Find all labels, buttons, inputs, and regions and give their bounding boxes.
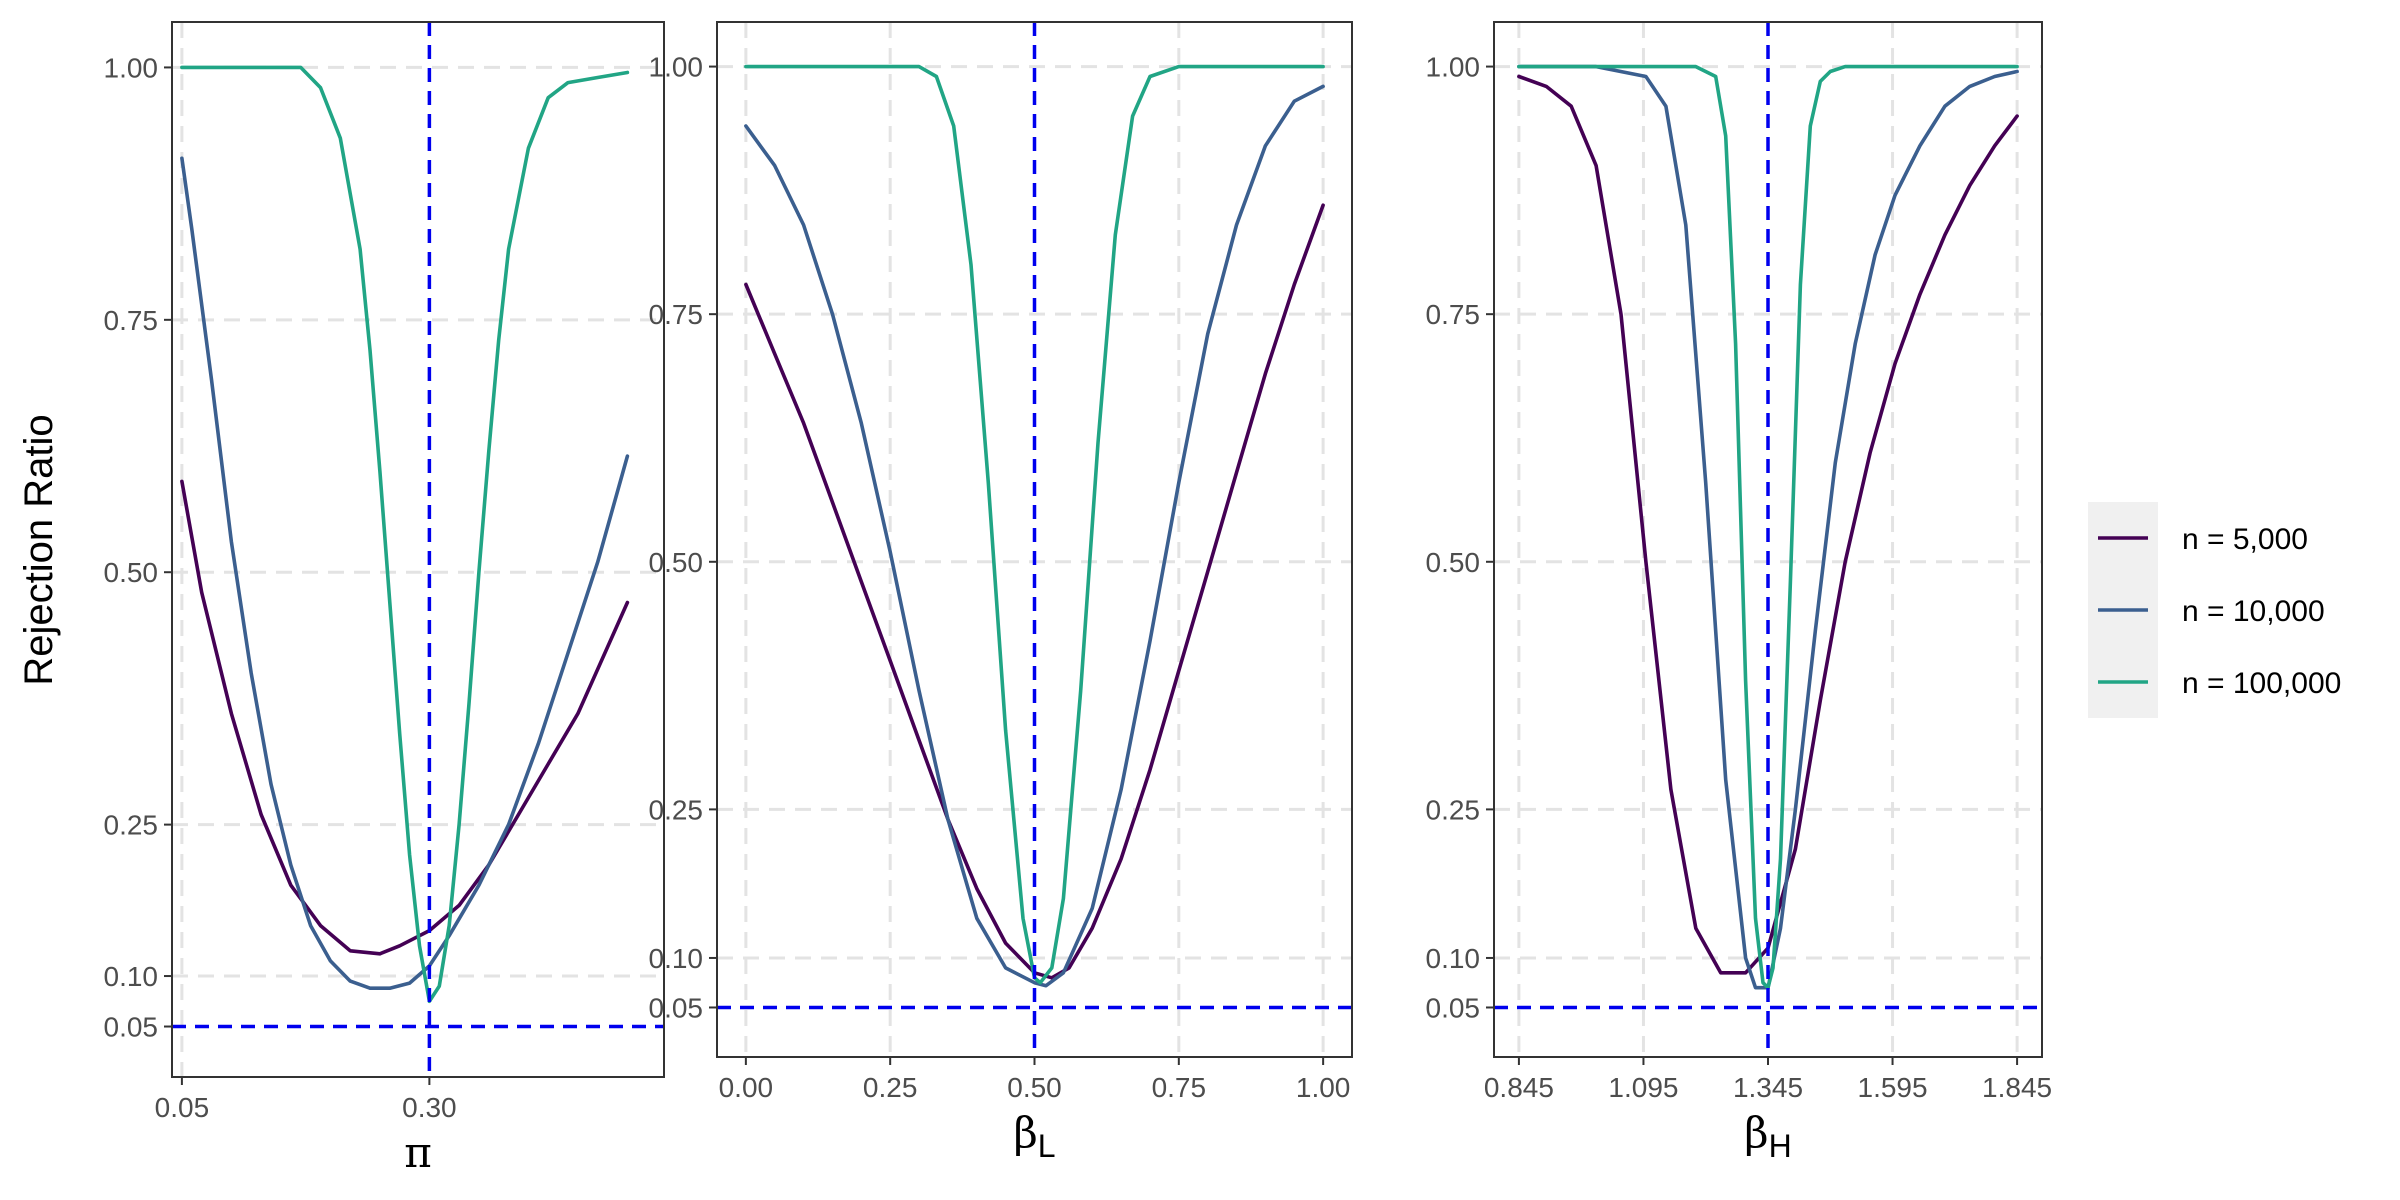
y-tick-label: 0.05 — [649, 992, 704, 1023]
x-axis-symbol: β — [1013, 1108, 1037, 1157]
x-axis-title: βL — [1013, 1108, 1055, 1164]
x-tick-label: 1.345 — [1733, 1072, 1803, 1103]
y-axis-title: Rejection Ratio — [17, 414, 61, 685]
panels: 0.05 0.10 0.25 0.50 0.75 1.00 0.05 0.30 π 0.05 0.1… — [104, 21, 2052, 1177]
series-line-3 — [744, 64, 1325, 985]
y-tick-label: 0.25 — [1426, 794, 1481, 825]
x-tick-label: 0.25 — [863, 1072, 918, 1103]
x-axis-subscript: L — [1038, 1128, 1056, 1164]
x-tick-label: 0.50 — [1007, 1072, 1062, 1103]
x-tick-label: 0.05 — [155, 1092, 210, 1123]
legend-label-2: n = 10,000 — [2182, 595, 2325, 628]
y-tick-label: 0.05 — [1426, 992, 1481, 1023]
legend-label-3: n = 100,000 — [2182, 667, 2341, 700]
y-tick-label: 0.50 — [649, 547, 704, 578]
y-tick-label: 1.00 — [649, 52, 704, 83]
y-tick-label: 0.75 — [104, 305, 159, 336]
series-line-3 — [1517, 64, 2019, 990]
x-tick-label: 1.595 — [1858, 1072, 1928, 1103]
panel-1: 0.05 0.10 0.25 0.50 0.75 1.00 0.05 0.30 π — [104, 21, 665, 1177]
series-line-3 — [180, 65, 630, 1004]
x-tick-label: 0.00 — [719, 1072, 774, 1103]
x-axis-symbol: β — [1744, 1108, 1768, 1157]
y-tick-label: 0.75 — [1426, 299, 1481, 330]
y-tick-label: 0.10 — [104, 961, 159, 992]
series-line-1 — [744, 203, 1325, 980]
x-tick-label: 0.845 — [1484, 1072, 1554, 1103]
panel-3: 0.05 0.10 0.25 0.50 0.75 1.00 0.845 1.095 1.345 1… — [1426, 21, 2052, 1164]
y-tick-label: 0.50 — [1426, 547, 1481, 578]
series-line-2 — [180, 156, 630, 990]
y-tick-label: 0.10 — [649, 943, 704, 974]
y-tick-label: 1.00 — [1426, 52, 1481, 83]
x-axis-title: π — [404, 1128, 432, 1177]
y-tick-label: 1.00 — [104, 52, 159, 83]
x-axis-subscript: H — [1769, 1128, 1792, 1164]
x-tick-label: 1.095 — [1608, 1072, 1678, 1103]
panel-2: 0.05 0.10 0.25 0.50 0.75 1.00 0.00 0.25 0.50 0.75… — [649, 21, 1353, 1164]
x-tick-label: 1.845 — [1982, 1072, 2052, 1103]
legend-label-1: n = 5,000 — [2182, 523, 2308, 556]
x-tick-label: 1.00 — [1296, 1072, 1351, 1103]
x-axis-title: βH — [1744, 1108, 1791, 1164]
panel-border — [716, 21, 1353, 1058]
series-line-1 — [180, 479, 630, 956]
x-axis-symbol: π — [404, 1128, 432, 1177]
series-line-2 — [1517, 64, 2019, 990]
y-tick-label: 0.05 — [104, 1012, 159, 1043]
panel-background — [172, 22, 664, 1077]
panel-border — [1493, 21, 2043, 1058]
y-tick-label: 0.25 — [104, 810, 159, 841]
legend: n = 5,000 n = 10,000 n = 100,000 — [2088, 502, 2341, 718]
panel-border — [171, 21, 665, 1078]
x-tick-label: 0.30 — [402, 1092, 457, 1123]
y-tick-label: 0.25 — [649, 794, 704, 825]
y-tick-label: 0.10 — [1426, 943, 1481, 974]
y-tick-label: 0.50 — [104, 557, 159, 588]
x-tick-label: 0.75 — [1152, 1072, 1207, 1103]
y-tick-label: 0.75 — [649, 299, 704, 330]
